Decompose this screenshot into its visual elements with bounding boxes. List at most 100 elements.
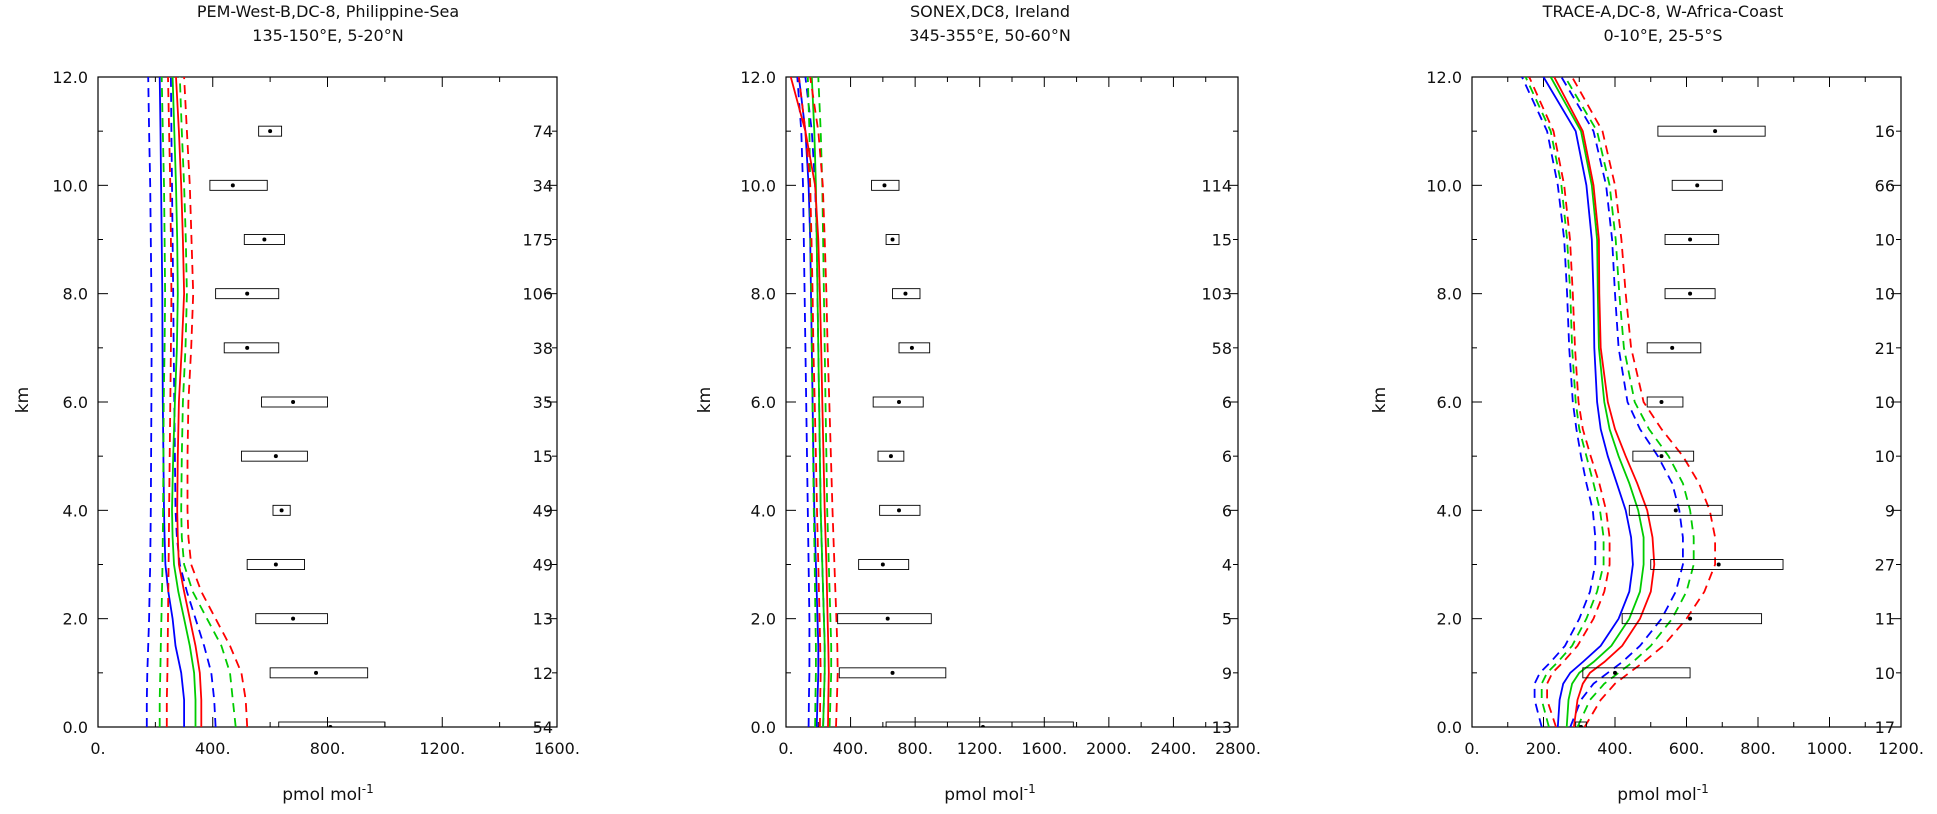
median-point	[890, 237, 895, 242]
y-tick-label: 4.0	[751, 501, 776, 520]
y-tick-label: 12.0	[740, 68, 776, 87]
y-tick-label: 10.0	[1426, 176, 1462, 195]
x-axis-label-exponent: -1	[1697, 782, 1709, 796]
sample-count-label: 10	[1875, 664, 1895, 683]
x-tick-label: 2800.	[1215, 739, 1261, 758]
sample-count-label: 175	[522, 231, 553, 250]
chart-panel-pem-west-b: PEM-West-B,DC-8, Philippine-Sea 135-150°…	[13, 2, 580, 805]
sample-count-label: 11	[1875, 610, 1895, 629]
chart-subtitle: 345-355°E, 50-60°N	[909, 26, 1071, 45]
sample-count-label: 34	[533, 176, 553, 195]
observation-box	[272, 504, 291, 516]
sample-count-label: 10	[1875, 393, 1895, 412]
profile-line-dashed	[809, 77, 839, 727]
median-point	[273, 562, 278, 567]
profile-line-dashed	[170, 77, 217, 727]
median-point	[1659, 400, 1664, 404]
median-point	[328, 725, 333, 727]
y-tick-label: 0.0	[1437, 718, 1462, 737]
x-tick-label: 2400.	[1151, 739, 1197, 758]
median-point	[291, 400, 296, 404]
sample-count-label: 6	[1222, 447, 1232, 466]
y-tick-label: 10.0	[740, 176, 776, 195]
median-point	[1688, 616, 1693, 621]
chart-title: TRACE-A,DC-8, W-Africa-Coast	[1542, 2, 1784, 21]
observation-box	[1657, 125, 1766, 137]
x-tick-label: 400.	[833, 739, 869, 758]
x-tick-label: 1000.	[1807, 739, 1853, 758]
median-point	[1695, 183, 1700, 188]
observation-box	[1582, 667, 1691, 679]
observation-box	[278, 721, 386, 727]
sample-count-label: 15	[1212, 231, 1232, 250]
y-tick-label: 2.0	[1437, 610, 1462, 629]
sample-count-label: 49	[533, 556, 553, 575]
y-tick-label: 8.0	[63, 285, 88, 304]
observation-box	[858, 559, 910, 570]
sample-count-label: 6	[1222, 501, 1232, 520]
observation-box	[871, 179, 900, 191]
y-tick-label: 8.0	[751, 285, 776, 304]
profile-line-dashed	[165, 77, 173, 727]
sample-count-label: 114	[1201, 176, 1232, 195]
median-point	[882, 183, 887, 188]
median-point	[880, 562, 885, 567]
data-layer	[789, 77, 1074, 727]
profile-line-solid	[171, 77, 197, 727]
median-point	[268, 129, 273, 134]
median-point	[262, 237, 267, 242]
median-point	[273, 454, 278, 459]
profile-line-dashed	[1564, 77, 1695, 727]
observation-box	[885, 721, 1074, 727]
x-tick-label: 600.	[1669, 739, 1705, 758]
profile-line-dashed	[1528, 77, 1611, 727]
observation-box	[246, 559, 306, 570]
median-point	[245, 345, 250, 350]
observation-box	[1664, 288, 1716, 300]
observation-box	[215, 288, 280, 300]
observation-box	[1650, 559, 1784, 570]
x-tick-label: 400.	[1597, 739, 1633, 758]
sample-count-label: 49	[533, 501, 553, 520]
median-point	[897, 400, 901, 404]
median-point	[1688, 237, 1693, 242]
profile-line-dashed	[1524, 77, 1605, 727]
median-point	[1688, 291, 1693, 296]
x-tick-label: 1200.	[419, 739, 465, 758]
profile-line-solid	[789, 77, 830, 727]
x-axis-label-unit: pmol mol	[944, 785, 1024, 805]
observation-box	[872, 396, 924, 408]
median-point	[980, 725, 985, 727]
sample-count-label: 13	[1212, 718, 1232, 737]
sample-count-label: 103	[1201, 285, 1232, 304]
sample-count-label: 10	[1875, 447, 1895, 466]
sample-count-label: 15	[533, 447, 553, 466]
x-tick-label: 800.	[310, 739, 346, 758]
observation-box	[1632, 450, 1695, 462]
profile-line-solid	[1542, 77, 1634, 727]
observation-box	[892, 288, 921, 300]
y-tick-label: 4.0	[63, 501, 88, 520]
y-tick-label: 12.0	[52, 68, 88, 87]
median-point	[903, 291, 908, 296]
median-point	[1716, 562, 1721, 567]
sample-count-label: 38	[533, 339, 553, 358]
observation-box	[243, 234, 285, 245]
chart-panel-sonex: SONEX,DC8, Ireland 345-355°E, 50-60°N 0.…	[695, 2, 1261, 805]
x-axis-label: pmol mol-1	[1617, 782, 1709, 805]
sample-count-label: 9	[1885, 501, 1895, 520]
x-axis-label: pmol mol-1	[282, 782, 374, 805]
profile-line-dashed	[1571, 77, 1716, 727]
plot-frame	[1471, 76, 1902, 728]
observation-box	[258, 125, 283, 137]
observation-box	[1628, 504, 1723, 516]
x-tick-label: 1600.	[1021, 739, 1067, 758]
observation-box	[837, 613, 932, 625]
sample-count-label: 10	[1875, 231, 1895, 250]
median-point	[279, 508, 284, 513]
profile-line-dashed	[145, 77, 153, 727]
sample-count-label: 58	[1212, 339, 1232, 358]
observation-box	[1646, 396, 1684, 408]
x-tick-label: 2000.	[1086, 739, 1132, 758]
observation-box	[255, 613, 328, 625]
